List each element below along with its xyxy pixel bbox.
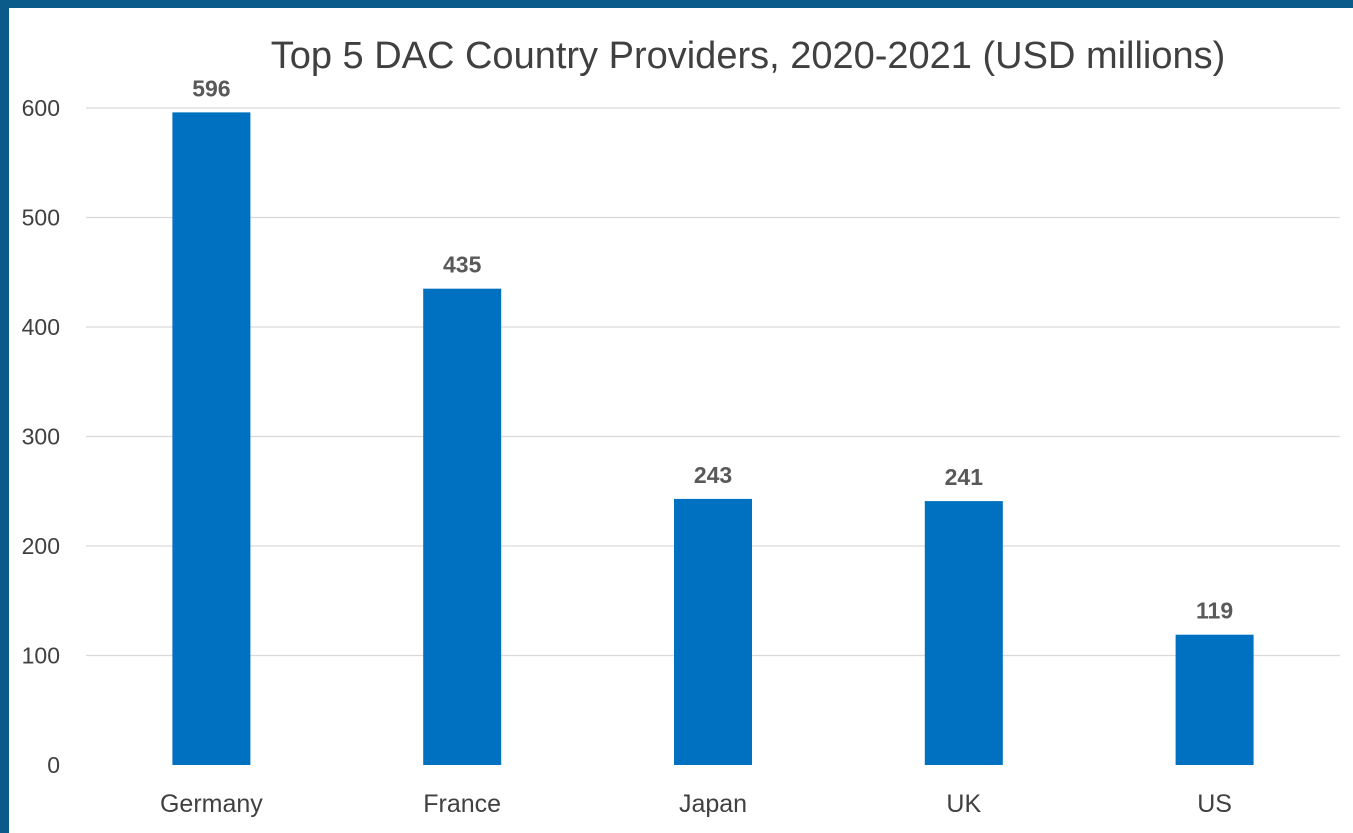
data-labels: 596 435 243 241 119	[192, 75, 1233, 623]
bars	[172, 112, 1254, 765]
x-tick-label: France	[423, 790, 501, 818]
bar-france	[423, 288, 502, 765]
y-tick-label: 100	[22, 643, 60, 669]
y-tick-label: 200	[22, 533, 60, 559]
y-axis-ticks: 0 100 200 300 400 500 600	[22, 95, 60, 778]
bar-uk	[924, 501, 1003, 765]
bar-germany	[172, 112, 251, 765]
data-label: 241	[945, 464, 984, 490]
chart-title: Top 5 DAC Country Providers, 2020-2021 (…	[271, 35, 1226, 77]
y-tick-label: 0	[47, 752, 60, 778]
data-label: 435	[443, 252, 482, 278]
x-axis-ticks: Germany France Japan UK US	[160, 790, 1232, 818]
x-tick-label: UK	[946, 790, 981, 818]
data-label: 596	[192, 75, 230, 101]
x-tick-label: Japan	[679, 790, 747, 818]
data-label: 243	[694, 462, 732, 488]
y-tick-label: 500	[22, 205, 60, 231]
bar-japan	[674, 498, 752, 765]
x-tick-label: Germany	[160, 790, 263, 818]
x-tick-label: US	[1197, 790, 1232, 818]
bar-us	[1175, 634, 1254, 765]
y-tick-label: 600	[22, 95, 60, 121]
data-label: 119	[1196, 598, 1233, 624]
y-tick-label: 400	[22, 314, 60, 340]
y-tick-label: 300	[22, 424, 60, 450]
